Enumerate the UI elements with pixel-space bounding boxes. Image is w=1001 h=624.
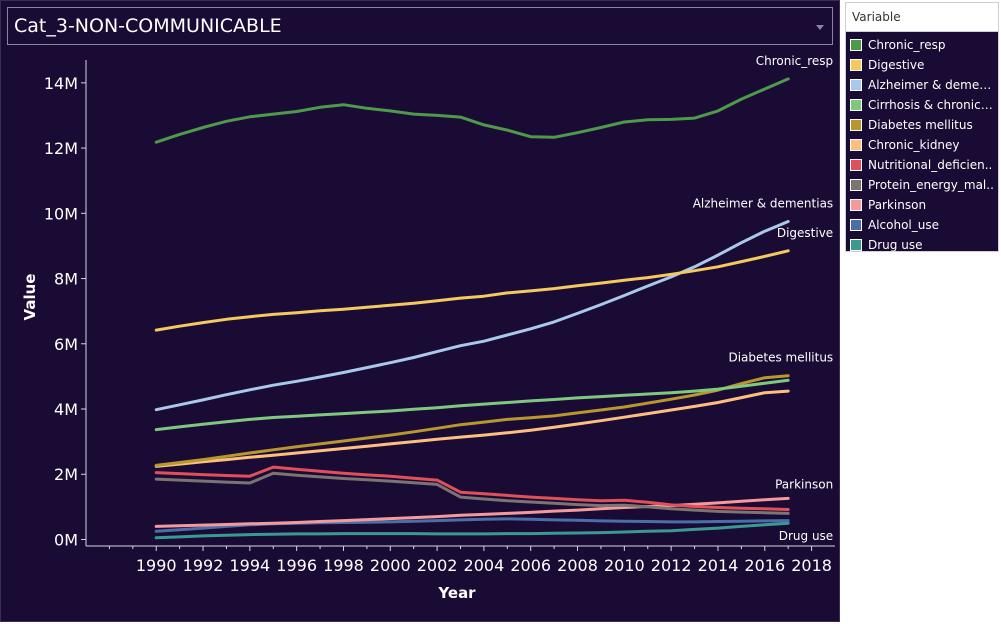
legend-label: Alcohol_use	[868, 218, 940, 232]
legend-swatch	[850, 39, 862, 51]
category-selector[interactable]: Cat_3-NON-COMMUNICABLE	[7, 7, 833, 45]
x-tick-label: 2012	[651, 556, 692, 575]
legend-label: Parkinson	[868, 198, 927, 212]
legend-swatch	[850, 219, 862, 231]
x-tick-label: 1998	[323, 556, 364, 575]
y-tick-label: 10M	[44, 204, 78, 223]
legend-item[interactable]: Cirrhosis & chronic_l..	[846, 95, 998, 115]
x-tick-label: 2006	[510, 556, 551, 575]
y-tick-label: 2M	[54, 465, 78, 484]
category-selector-value: Cat_3-NON-COMMUNICABLE	[14, 15, 282, 37]
x-tick-label: 2002	[417, 556, 458, 575]
legend-item[interactable]: Nutritional_deficien..	[846, 155, 998, 175]
series-line	[154, 374, 790, 467]
x-tick-label: 2004	[464, 556, 505, 575]
series-line	[154, 249, 790, 332]
x-tick-label: 1990	[136, 556, 177, 575]
legend-swatch	[850, 119, 862, 131]
legend-item[interactable]: Digestive	[846, 55, 998, 75]
legend-label: Drug use	[868, 238, 923, 252]
legend-swatch	[850, 79, 862, 91]
legend-title: Variable	[846, 3, 998, 32]
series-line	[154, 77, 790, 144]
legend-swatch	[850, 99, 862, 111]
series-end-label: Alzheimer & dementias	[693, 196, 833, 210]
legend-swatch	[850, 159, 862, 171]
x-tick-label: 1994	[229, 556, 270, 575]
legend-label: Alzheimer & dementi..	[868, 78, 996, 92]
legend-item[interactable]: Diabetes mellitus	[846, 115, 998, 135]
x-tick-label: 2018	[791, 556, 832, 575]
series-line	[154, 521, 790, 540]
legend-label: Chronic_kidney	[868, 138, 960, 152]
y-tick-label: 14M	[44, 74, 78, 93]
series-end-label: Digestive	[777, 226, 833, 240]
legend-label: Protein_energy_mal..	[868, 178, 994, 192]
legend-swatch	[850, 199, 862, 211]
series-end-label: Chronic_resp	[756, 54, 833, 68]
legend-list: Chronic_resp Digestive Alzheimer & dementi…	[846, 32, 998, 255]
legend-swatch	[850, 179, 862, 191]
series-line	[154, 465, 790, 511]
series-end-label: Parkinson	[775, 477, 833, 491]
legend-item[interactable]: Parkinson	[846, 195, 998, 215]
x-tick-label: 2014	[698, 556, 739, 575]
legend-label: Diabetes mellitus	[868, 118, 973, 132]
legend-item[interactable]: Drug use	[846, 235, 998, 255]
x-tick-label: 2016	[744, 556, 785, 575]
y-tick-label: 4M	[54, 400, 78, 419]
chevron-down-icon[interactable]	[816, 24, 824, 30]
series-end-label: Diabetes mellitus	[728, 351, 833, 365]
x-tick-label: 2008	[557, 556, 598, 575]
legend-swatch	[850, 139, 862, 151]
legend: Variable Chronic_resp Digestive Alzheimer …	[845, 2, 999, 252]
legend-label: Cirrhosis & chronic_l..	[868, 98, 996, 112]
legend-item[interactable]: Chronic_resp	[846, 35, 998, 55]
y-tick-label: 12M	[44, 139, 78, 158]
x-tick-label: 2010	[604, 556, 645, 575]
legend-label: Nutritional_deficien..	[868, 158, 993, 172]
line-chart: 0M 2M 4M 6M 8M 10M 12M 14M 1990 1992 1994 1996 1998 2…	[21, 54, 835, 602]
y-tick-label: 8M	[54, 270, 78, 289]
series-line	[154, 471, 790, 515]
series-line	[154, 389, 790, 468]
y-tick-label: 0M	[54, 530, 78, 549]
series-line	[154, 378, 790, 432]
legend-item[interactable]: Chronic_kidney	[846, 135, 998, 155]
legend-item[interactable]: Alzheimer & dementi..	[846, 75, 998, 95]
y-tick-label: 6M	[54, 335, 78, 354]
x-tick-label: 1996	[276, 556, 317, 575]
legend-swatch	[850, 59, 862, 71]
x-axis-title: Year	[437, 584, 476, 602]
series-end-label: Drug use	[779, 529, 833, 543]
legend-label: Digestive	[868, 58, 925, 72]
legend-item[interactable]: Protein_energy_mal..	[846, 175, 998, 195]
x-tick-label: 2000	[370, 556, 411, 575]
legend-item[interactable]: Alcohol_use	[846, 215, 998, 235]
legend-label: Chronic_resp	[868, 38, 946, 52]
y-axis-title: Value	[21, 274, 39, 321]
legend-swatch	[850, 239, 862, 251]
x-tick-label: 1992	[183, 556, 224, 575]
